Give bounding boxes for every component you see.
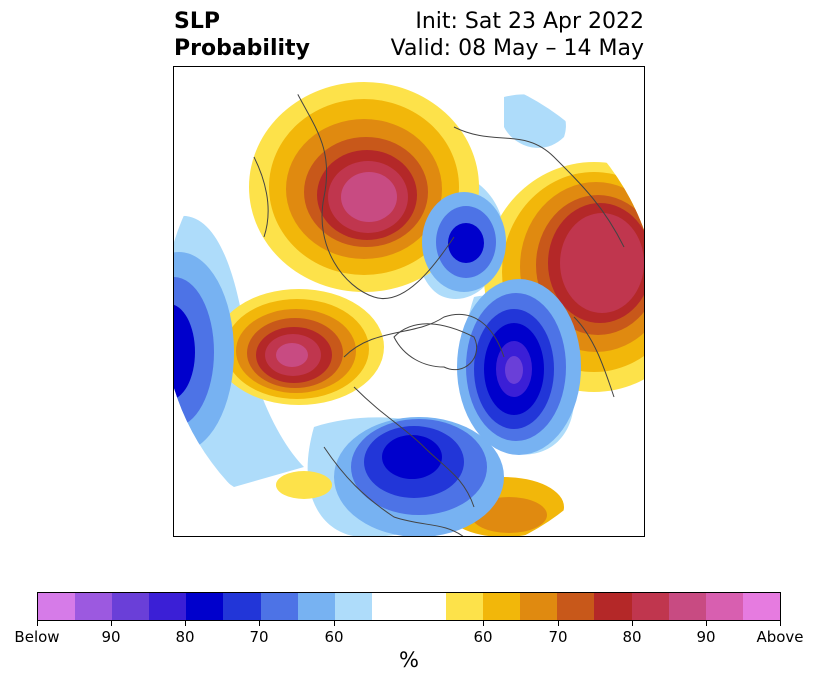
below-arctic-2 (448, 223, 484, 263)
colorbar-label-below-90: 90 (101, 628, 121, 646)
colorbar-unit: % (399, 648, 419, 672)
above-pacific-6 (276, 343, 308, 367)
colorbar-tick (483, 621, 484, 626)
colorbar (37, 592, 781, 621)
title-variable: SLP (174, 9, 220, 34)
colorbar-cell (705, 593, 743, 620)
colorbar-label-above-60: 60 (473, 628, 493, 646)
colorbar-tick (111, 621, 112, 626)
colorbar-label-below-80: 80 (175, 628, 195, 646)
above-europe-6 (341, 172, 397, 222)
colorbar-cell (75, 593, 113, 620)
colorbar-cell (446, 593, 484, 620)
above-west-patch (276, 471, 332, 499)
colorbar-cell (557, 593, 595, 620)
chart-title: SLP Probability (174, 8, 310, 62)
below-atlantic-5 (505, 356, 523, 384)
colorbar-tick (259, 621, 260, 626)
colorbar-cell (112, 593, 150, 620)
colorbar-label-above-90: 90 (696, 628, 716, 646)
colorbar-label-above-80: 80 (622, 628, 642, 646)
colorbar-cell (149, 593, 187, 620)
below-west-1 (174, 277, 214, 427)
colorbar-tick (558, 621, 559, 626)
colorbar-cell (38, 593, 76, 620)
colorbar-label-below-60: 60 (324, 628, 344, 646)
colorbar-cell (520, 593, 558, 620)
colorbar-cell (742, 593, 780, 620)
above-siberia-5 (560, 213, 644, 313)
colorbar-cell (594, 593, 632, 620)
colorbar-label-below-70: 70 (249, 628, 269, 646)
colorbar-tick (334, 621, 335, 626)
colorbar-cell (260, 593, 298, 620)
colorbar-label-above: Above (756, 628, 804, 646)
colorbar-tick (706, 621, 707, 626)
colorbar-label-above-70: 70 (548, 628, 568, 646)
chart-dates: Init: Sat 23 Apr 2022 Valid: 08 May – 14… (391, 8, 644, 62)
colorbar-cell (483, 593, 521, 620)
valid-period: Valid: 08 May – 14 May (390, 36, 644, 61)
colorbar-cell (186, 593, 224, 620)
colorbar-cell (668, 593, 706, 620)
colorbar-tick (780, 621, 781, 626)
below-america-3 (382, 435, 442, 479)
colorbar-tick (632, 621, 633, 626)
polar-map (173, 66, 645, 537)
init-date: Init: Sat 23 Apr 2022 (415, 9, 644, 34)
title-metric: Probability (174, 36, 310, 61)
colorbar-cell (631, 593, 669, 620)
coastlines (253, 86, 625, 536)
colorbar-tick (185, 621, 186, 626)
colorbar-cell (223, 593, 261, 620)
colorbar-label-below: Below (14, 628, 60, 646)
colorbar-tick (37, 621, 38, 626)
colorbar-cell (371, 593, 409, 620)
colorbar-cell (334, 593, 372, 620)
below-west-2 (174, 304, 195, 400)
colorbar-cell (297, 593, 335, 620)
colorbar-cell (408, 593, 447, 620)
